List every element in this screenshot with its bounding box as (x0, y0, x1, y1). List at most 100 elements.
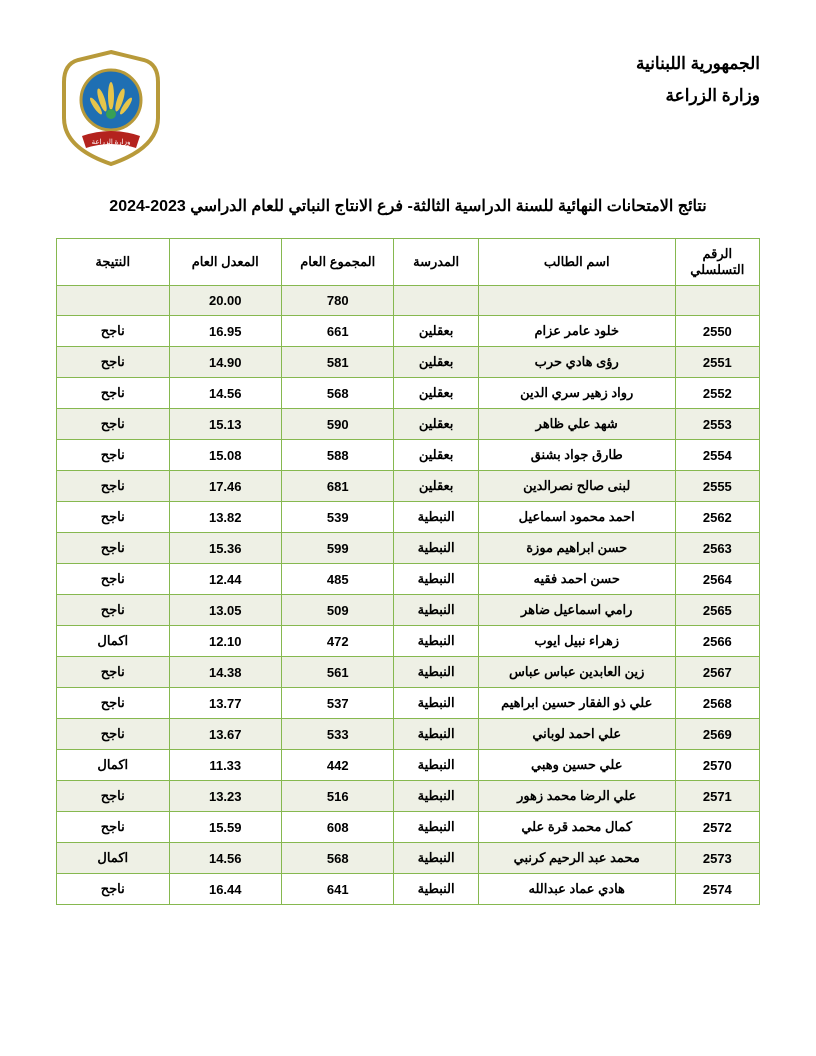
table-row: 2570علي حسين وهبيالنبطية44211.33اكمال (57, 750, 760, 781)
shield-icon: وزارة الزراعة (56, 48, 166, 168)
cell-name: علي حسين وهبي (478, 750, 675, 781)
cell-total: 599 (281, 533, 393, 564)
cell-average: 16.95 (169, 316, 281, 347)
cell-school: النبطية (394, 719, 478, 750)
table-row: 2572كمال محمد قرة عليالنبطية60815.59ناجح (57, 812, 760, 843)
cell-id: 2568 (675, 688, 759, 719)
table-row: 2554طارق جواد بشنقبعقلين58815.08ناجح (57, 440, 760, 471)
table-row: 2567زين العابدين عباس عباسالنبطية56114.3… (57, 657, 760, 688)
cell-school: بعقلين (394, 378, 478, 409)
cell-total: 568 (281, 378, 393, 409)
cell-total: 588 (281, 440, 393, 471)
cell-total: 590 (281, 409, 393, 440)
cell-name: كمال محمد قرة علي (478, 812, 675, 843)
cell-school: النبطية (394, 781, 478, 812)
cell-name: علي الرضا محمد زهور (478, 781, 675, 812)
cell-id: 2565 (675, 595, 759, 626)
cell-name: خلود عامر عزام (478, 316, 675, 347)
table-row: 2550خلود عامر عزامبعقلين66116.95ناجح (57, 316, 760, 347)
cell-result: ناجح (57, 874, 170, 905)
cell-total: 472 (281, 626, 393, 657)
page-title: نتائج الامتحانات النهائية للسنة الدراسية… (56, 196, 760, 216)
col-header-average: المعدل العام (169, 239, 281, 286)
cell-result: ناجح (57, 440, 170, 471)
table-row: 2566زهراء نبيل ايوبالنبطية47212.10اكمال (57, 626, 760, 657)
cell-school: النبطية (394, 595, 478, 626)
cell-total: 442 (281, 750, 393, 781)
cell-result: ناجح (57, 502, 170, 533)
cell-total: 568 (281, 843, 393, 874)
cell-average: 13.05 (169, 595, 281, 626)
cell-total: 641 (281, 874, 393, 905)
cell-result: ناجح (57, 688, 170, 719)
cell-id: 2570 (675, 750, 759, 781)
cell-result: ناجح (57, 471, 170, 502)
cell-name: حسن احمد فقيه (478, 564, 675, 595)
cell-id: 2564 (675, 564, 759, 595)
cell-school: النبطية (394, 874, 478, 905)
cell-average: 12.44 (169, 564, 281, 595)
header-text-block: الجمهورية اللبنانية وزارة الزراعة (636, 48, 760, 113)
cell-average: 14.56 (169, 843, 281, 874)
table-row: 2553شهد علي ظاهربعقلين59015.13ناجح (57, 409, 760, 440)
svg-text:وزارة الزراعة: وزارة الزراعة (92, 138, 131, 146)
cell-id: 2562 (675, 502, 759, 533)
summary-school (394, 286, 478, 316)
cell-school: النبطية (394, 657, 478, 688)
cell-school: بعقلين (394, 347, 478, 378)
cell-total: 581 (281, 347, 393, 378)
cell-name: هادي عماد عبدالله (478, 874, 675, 905)
cell-average: 13.23 (169, 781, 281, 812)
cell-average: 13.82 (169, 502, 281, 533)
table-row: 2574هادي عماد عبداللهالنبطية64116.44ناجح (57, 874, 760, 905)
cell-id: 2552 (675, 378, 759, 409)
cell-result: ناجح (57, 657, 170, 688)
cell-school: بعقلين (394, 440, 478, 471)
table-row: 2571علي الرضا محمد زهورالنبطية51613.23نا… (57, 781, 760, 812)
cell-average: 13.67 (169, 719, 281, 750)
cell-result: ناجح (57, 781, 170, 812)
table-row: 2564حسن احمد فقيهالنبطية48512.44ناجح (57, 564, 760, 595)
table-row: 2569علي احمد لوبانيالنبطية53313.67ناجح (57, 719, 760, 750)
table-row: 2555لبنى صالح نصرالدينبعقلين68117.46ناجح (57, 471, 760, 502)
summary-id (675, 286, 759, 316)
summary-average: 20.00 (169, 286, 281, 316)
cell-name: علي ذو الفقار حسين ابراهيم (478, 688, 675, 719)
cell-name: رؤى هادي حرب (478, 347, 675, 378)
cell-total: 681 (281, 471, 393, 502)
cell-result: ناجح (57, 812, 170, 843)
cell-school: بعقلين (394, 409, 478, 440)
cell-id: 2551 (675, 347, 759, 378)
cell-name: حسن ابراهيم موزة (478, 533, 675, 564)
cell-school: النبطية (394, 688, 478, 719)
cell-school: النبطية (394, 812, 478, 843)
cell-school: النبطية (394, 564, 478, 595)
col-header-total: المجموع العام (281, 239, 393, 286)
cell-result: اكمال (57, 626, 170, 657)
cell-average: 14.56 (169, 378, 281, 409)
table-header-row: الرقم التسلسلي اسم الطالب المدرسة المجمو… (57, 239, 760, 286)
col-header-school: المدرسة (394, 239, 478, 286)
table-row: 2563حسن ابراهيم موزةالنبطية59915.36ناجح (57, 533, 760, 564)
results-table: الرقم التسلسلي اسم الطالب المدرسة المجمو… (56, 238, 760, 905)
cell-school: النبطية (394, 750, 478, 781)
cell-average: 17.46 (169, 471, 281, 502)
cell-result: اكمال (57, 843, 170, 874)
cell-id: 2555 (675, 471, 759, 502)
cell-total: 537 (281, 688, 393, 719)
cell-id: 2553 (675, 409, 759, 440)
cell-id: 2563 (675, 533, 759, 564)
header-line-1: الجمهورية اللبنانية (636, 48, 760, 80)
cell-average: 15.08 (169, 440, 281, 471)
cell-id: 2573 (675, 843, 759, 874)
cell-school: النبطية (394, 843, 478, 874)
cell-id: 2571 (675, 781, 759, 812)
cell-name: شهد علي ظاهر (478, 409, 675, 440)
summary-name (478, 286, 675, 316)
cell-name: محمد عبد الرحيم كرنبي (478, 843, 675, 874)
summary-row: 780 20.00 (57, 286, 760, 316)
ministry-logo: وزارة الزراعة (56, 48, 166, 168)
cell-total: 516 (281, 781, 393, 812)
table-row: 2568علي ذو الفقار حسين ابراهيمالنبطية537… (57, 688, 760, 719)
col-header-id: الرقم التسلسلي (675, 239, 759, 286)
